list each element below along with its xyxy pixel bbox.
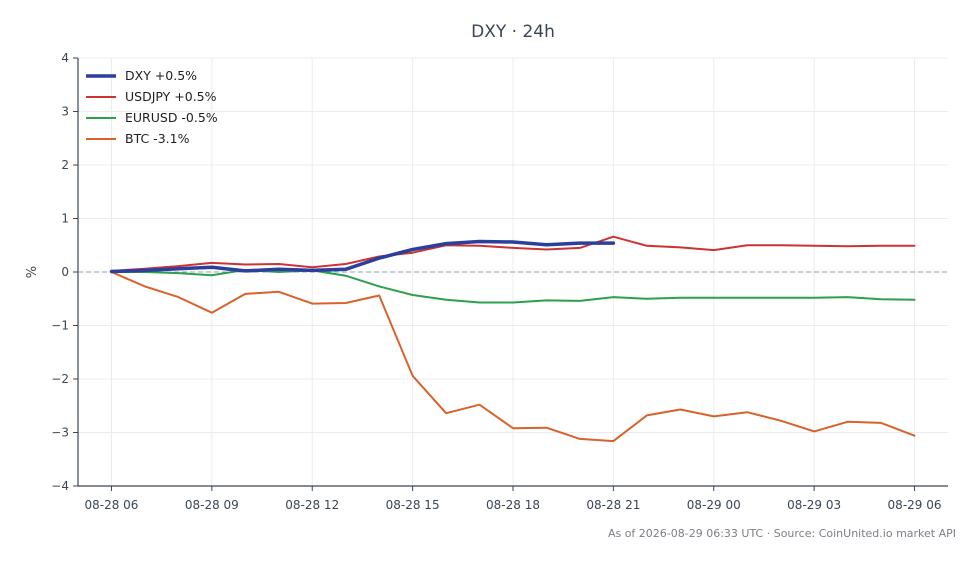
x-tick-label: 08-28 21 [586, 498, 640, 512]
legend-label: BTC -3.1% [125, 131, 190, 146]
x-tick-label: 08-28 06 [84, 498, 138, 512]
y-tick-label: −2 [51, 372, 69, 386]
series-group [109, 235, 916, 443]
y-tick-label: 2 [61, 158, 69, 172]
y-tick-label: 1 [61, 212, 69, 226]
chart-title: DXY · 24h [471, 22, 555, 42]
x-ticks: 08-28 06 08-28 09 08-28 12 08-28 15 08-28 18… [84, 486, 942, 512]
legend-label: USDJPY +0.5% [125, 89, 217, 104]
x-tick-label: 08-28 09 [185, 498, 239, 512]
legend-label: EURUSD -0.5% [125, 110, 218, 125]
x-tick-label: 08-28 18 [486, 498, 540, 512]
y-tick-label: 0 [61, 265, 69, 279]
x-tick-label: 08-28 15 [386, 498, 440, 512]
x-tick-label: 08-29 03 [787, 498, 841, 512]
y-axis-label: % [25, 266, 40, 278]
series-line-btc [110, 271, 916, 443]
legend-label: DXY +0.5% [125, 68, 197, 83]
y-tick-label: −1 [51, 319, 69, 333]
footer-source: As of 2026-08-29 06:33 UTC · Source: Coi… [608, 527, 956, 540]
y-tick-label: 3 [61, 105, 69, 119]
x-tick-label: 08-28 12 [285, 498, 339, 512]
y-ticks: 4 3 2 1 0 −1 −2 −3 −4 [51, 51, 78, 493]
y-tick-label: −4 [51, 479, 69, 493]
x-tick-label: 08-29 00 [687, 498, 741, 512]
series-line-dxy [109, 239, 616, 274]
y-tick-label: 4 [61, 51, 69, 65]
series-line-usdjpy [110, 235, 916, 272]
x-tick-label: 08-29 06 [888, 498, 942, 512]
y-tick-label: −3 [51, 426, 69, 440]
legend: DXY +0.5% USDJPY +0.5% EURUSD -0.5% BTC -3.… [86, 68, 218, 146]
